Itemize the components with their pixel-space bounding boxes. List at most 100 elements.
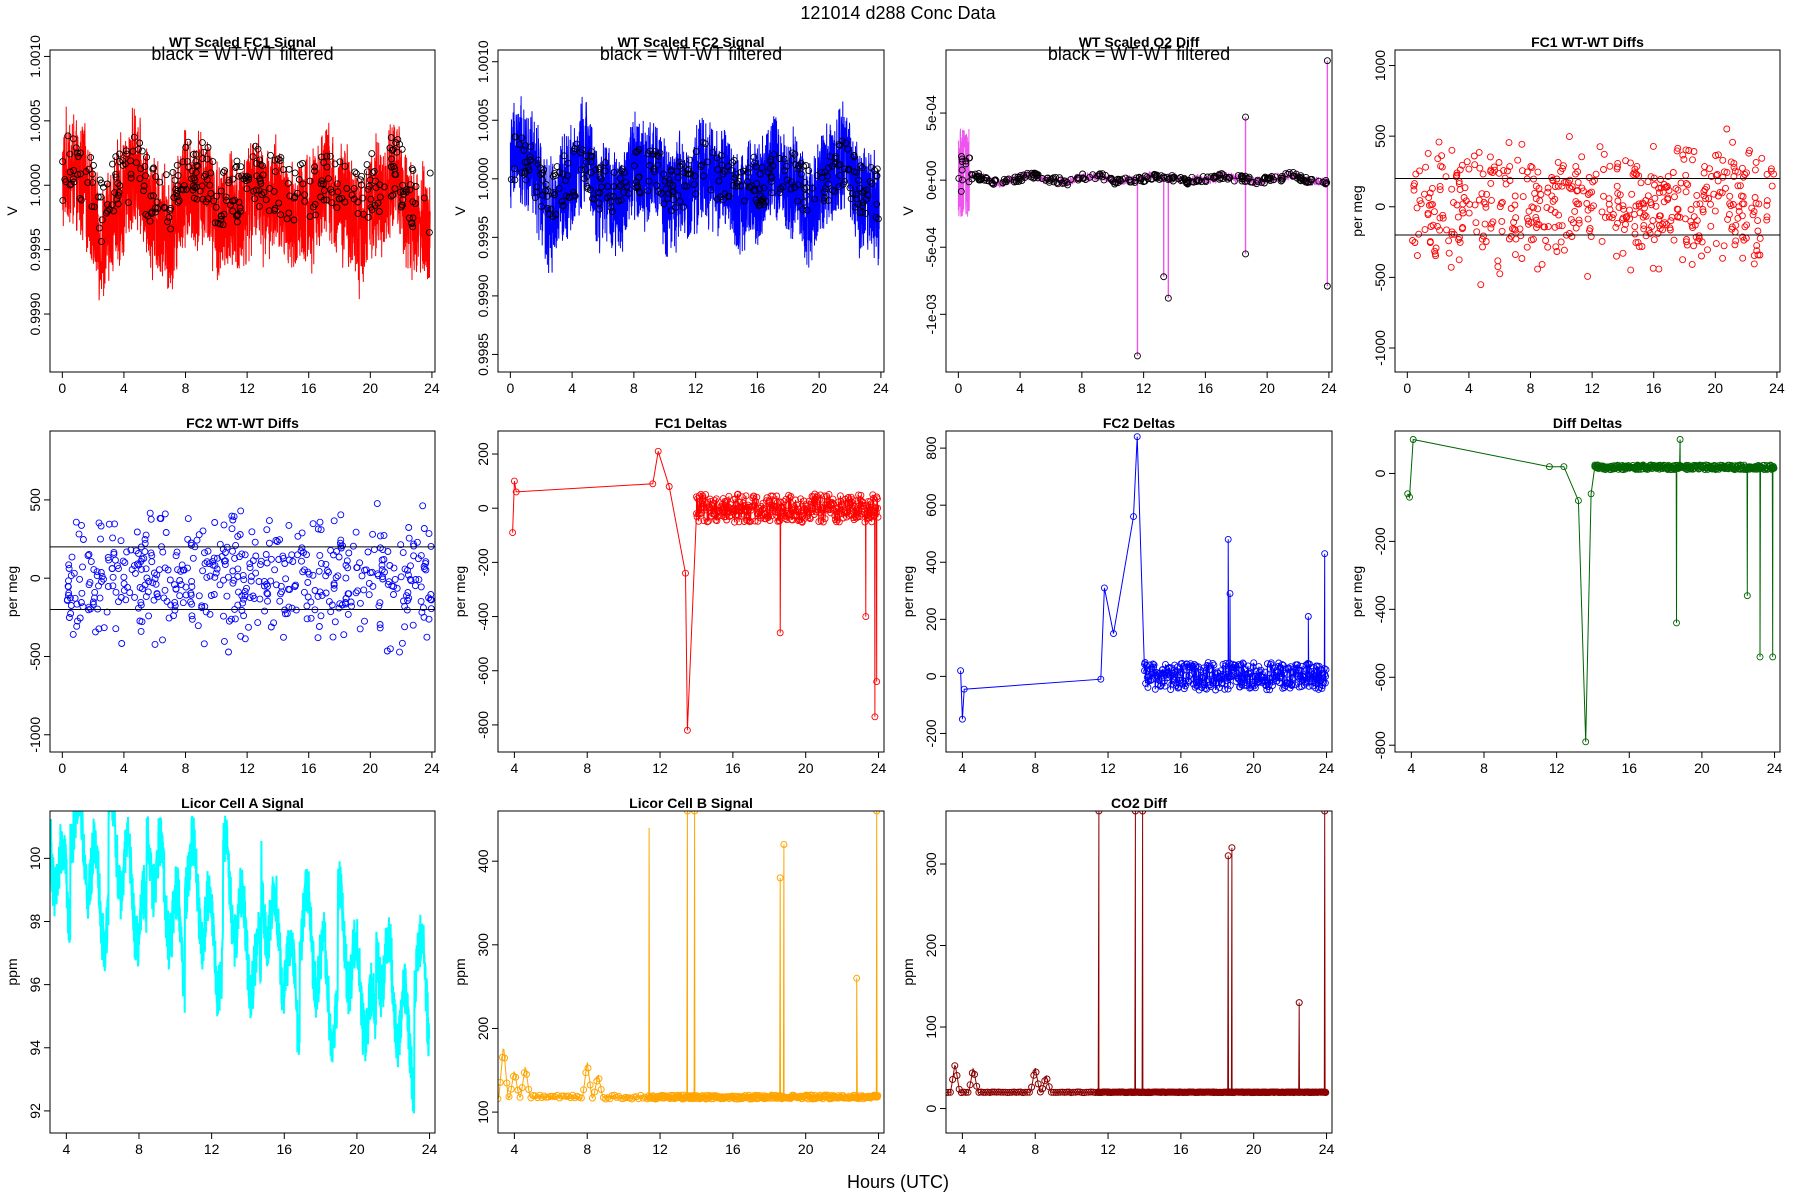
y-tick-label: 1.0000 — [475, 157, 491, 200]
x-tick-label: 16 — [276, 1141, 292, 1157]
diff-point — [1554, 158, 1562, 166]
diff-point — [1427, 223, 1435, 230]
diff-point — [1543, 204, 1551, 212]
filtered-point — [831, 160, 839, 168]
filtered-point — [803, 206, 811, 214]
plot-frame — [49, 430, 436, 753]
diff-point — [1642, 232, 1650, 240]
diff-point — [115, 565, 122, 573]
delta-point — [1404, 490, 1412, 498]
diff-point — [330, 584, 338, 592]
filtered-point — [866, 177, 874, 185]
filtered-point — [182, 185, 190, 193]
diff-point — [1478, 235, 1486, 243]
filtered-point — [874, 215, 882, 223]
filtered-point — [753, 163, 760, 171]
diff-point — [427, 605, 435, 613]
diff-point — [322, 572, 330, 580]
diff-point — [1749, 211, 1757, 219]
diff-point — [252, 569, 260, 577]
filtered-point — [692, 190, 700, 198]
filtered-point — [560, 152, 568, 160]
diff-point — [307, 614, 315, 622]
series-line — [498, 811, 879, 1101]
diff-point — [322, 560, 330, 568]
diff-point — [1551, 223, 1559, 231]
diff-point — [1448, 185, 1456, 193]
filtered-point — [311, 167, 318, 175]
diff-point — [1639, 213, 1647, 221]
diff-point — [299, 568, 307, 576]
filtered-point — [844, 145, 852, 153]
diff-point — [85, 581, 93, 589]
diff-point — [273, 538, 281, 545]
filtered-point — [669, 188, 677, 196]
diff-point — [376, 621, 384, 628]
diff-point — [1647, 199, 1655, 207]
diff-point — [1589, 178, 1597, 186]
filtered-point — [167, 225, 175, 233]
filtered-point — [198, 139, 206, 147]
diff-point — [159, 636, 166, 644]
diff-point — [245, 623, 252, 631]
diff-point — [1739, 233, 1747, 241]
diff-point — [98, 572, 106, 580]
diff-point — [1443, 226, 1450, 234]
diff-point — [77, 599, 85, 606]
plot-frame — [497, 810, 885, 1134]
filtered-point — [533, 183, 541, 191]
diff-point — [1430, 208, 1438, 216]
diff-point — [164, 566, 172, 574]
filtered-point — [98, 216, 106, 224]
delta-point — [1161, 682, 1169, 690]
diff-point — [379, 573, 386, 581]
filtered-point — [323, 163, 331, 171]
filtered-point — [526, 153, 534, 161]
diff-point — [1518, 140, 1526, 148]
y-axis-label: per meg — [1349, 566, 1365, 617]
diff-point — [1735, 207, 1743, 215]
filtered-point — [714, 166, 722, 174]
y-tick-label: 1.0010 — [475, 40, 491, 83]
y-tick-label: -800 — [475, 711, 491, 739]
diff-point — [149, 579, 157, 587]
filtered-point — [95, 224, 103, 232]
diff-point — [334, 572, 342, 580]
diff-point — [246, 560, 254, 568]
diff-point — [331, 618, 339, 626]
filtered-point — [357, 181, 365, 189]
filtered-point — [1160, 173, 1168, 181]
filtered-point — [1319, 178, 1327, 186]
diff-point — [1713, 171, 1721, 178]
delta-point — [790, 512, 798, 520]
diff-point — [1542, 237, 1550, 244]
diff-point — [1587, 233, 1595, 241]
diff-point — [339, 542, 346, 550]
delta-point — [1770, 464, 1778, 472]
x-tick-label: 16 — [1173, 1141, 1189, 1157]
diff-point — [1436, 214, 1444, 222]
delta-point — [874, 513, 882, 521]
panel-title: Diff Deltas — [1553, 415, 1622, 431]
delta-point — [1266, 665, 1274, 673]
diff-point — [1700, 192, 1708, 200]
y-tick-label: 600 — [923, 493, 939, 517]
diff-point — [380, 531, 388, 539]
diff-point — [271, 566, 279, 574]
x-tick-label: 20 — [1694, 760, 1710, 776]
diff-point — [1436, 226, 1444, 234]
filtered-point — [236, 208, 244, 216]
diff-point — [187, 541, 195, 549]
filtered-point — [787, 178, 795, 186]
filtered-point — [359, 194, 367, 202]
filtered-point — [192, 158, 200, 166]
diff-point — [1512, 214, 1520, 222]
x-tick-label: 24 — [424, 380, 440, 396]
filtered-point — [237, 163, 245, 171]
diff-point — [410, 542, 418, 550]
diff-point — [137, 627, 145, 635]
diff-point — [1731, 241, 1739, 249]
y-tick-label: -5e-04 — [923, 227, 939, 268]
